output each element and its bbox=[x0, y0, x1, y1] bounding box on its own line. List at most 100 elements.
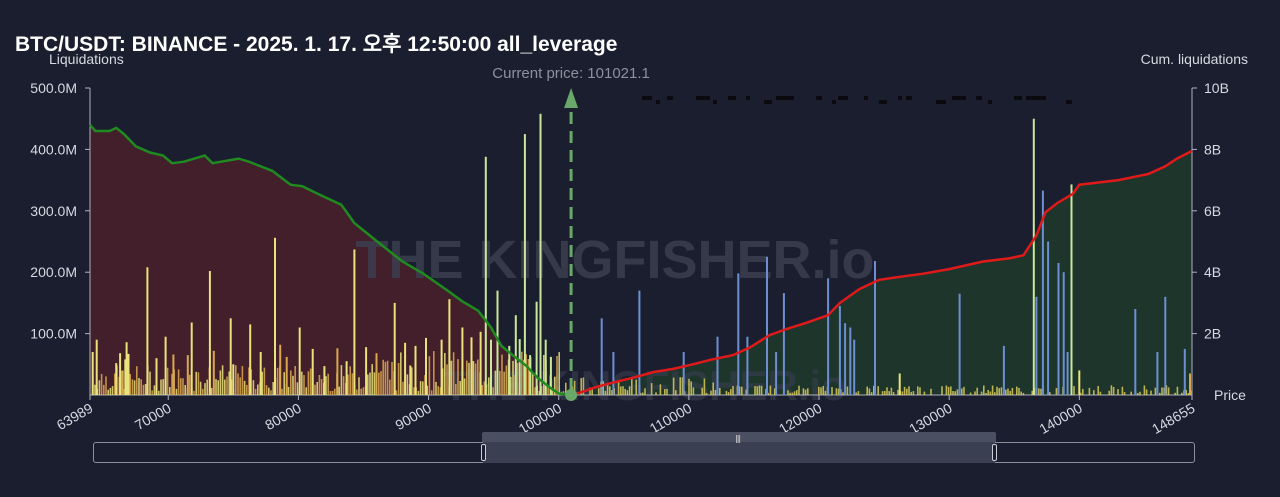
liquidation-bar-small bbox=[219, 370, 222, 395]
liquidation-bar-small bbox=[133, 380, 136, 395]
liquidation-bar-small bbox=[628, 386, 631, 395]
liquidation-bar bbox=[190, 322, 193, 395]
liquidation-bar bbox=[1078, 370, 1081, 395]
liquidation-bar-small bbox=[263, 367, 266, 395]
liquidation-bar-small bbox=[681, 377, 684, 395]
legend-redacted-mark bbox=[936, 100, 946, 104]
liquidation-bar-small bbox=[969, 392, 972, 395]
liquidation-bar bbox=[1047, 241, 1050, 395]
liquidation-bar-small bbox=[287, 386, 290, 395]
liquidation-bar-small bbox=[787, 390, 789, 395]
liquidation-bar-small bbox=[243, 380, 246, 395]
liquidation-bar-small bbox=[1165, 385, 1168, 395]
liquidation-bar bbox=[874, 261, 876, 395]
liquidation-bar-small bbox=[732, 386, 734, 395]
liquidation-bar bbox=[716, 336, 719, 395]
liquidation-bar-small bbox=[745, 389, 747, 395]
liquidation-bar-small bbox=[659, 384, 662, 395]
range-slider-drag-bar[interactable] bbox=[482, 432, 996, 442]
liquidation-bar-small bbox=[162, 379, 164, 395]
liquidation-bar-small bbox=[1079, 392, 1082, 395]
liquidation-bar-small bbox=[910, 391, 912, 395]
liquidation-bar-small bbox=[109, 387, 112, 395]
liquidation-bar-small bbox=[472, 361, 475, 395]
liquidation-bar-small bbox=[400, 352, 402, 395]
liquidation-bar-small bbox=[327, 373, 329, 395]
legend-redacted-mark bbox=[728, 96, 736, 100]
liquidation-bar bbox=[775, 352, 778, 395]
liquidation-bar-small bbox=[292, 375, 294, 395]
liquidation-bar-small bbox=[358, 377, 360, 395]
liquidation-bar-small bbox=[980, 391, 983, 395]
liquidation-bar-small bbox=[237, 373, 239, 395]
liquidation-bar-small bbox=[1108, 390, 1110, 395]
liquidation-bar-small bbox=[903, 386, 906, 395]
liquidation-bar bbox=[490, 339, 492, 395]
liquidation-bar-small bbox=[182, 378, 184, 395]
liquidation-bar-small bbox=[338, 386, 340, 395]
liquidation-bar-small bbox=[725, 390, 728, 395]
liquidation-bar-small bbox=[1016, 386, 1018, 395]
range-slider-right-handle[interactable] bbox=[992, 444, 997, 461]
liquidation-bar-small bbox=[160, 379, 162, 395]
liquidation-bar-small bbox=[347, 374, 349, 395]
liquidation-bar bbox=[404, 342, 407, 395]
liquidation-bar-small bbox=[534, 387, 536, 395]
liquidation-bar-small bbox=[1011, 387, 1014, 395]
range-slider-window[interactable] bbox=[483, 442, 995, 463]
liquidation-bar-small bbox=[824, 390, 827, 395]
range-slider-left-handle[interactable] bbox=[481, 444, 486, 461]
liquidation-bar-small bbox=[426, 385, 428, 395]
legend-redacted-mark bbox=[898, 96, 902, 100]
liquidation-bar-small bbox=[505, 365, 508, 395]
liquidation-bar bbox=[682, 352, 685, 395]
liquidation-bar-small bbox=[158, 390, 160, 395]
liquidation-bar-small bbox=[1049, 392, 1051, 395]
liquidation-bar-small bbox=[1161, 387, 1163, 395]
liquidation-bar-small bbox=[307, 371, 310, 395]
liquidation-bar-small bbox=[1088, 387, 1091, 395]
liquidation-bar-small bbox=[1121, 386, 1124, 395]
liquidation-bar bbox=[523, 134, 526, 395]
liquidation-bar-small bbox=[356, 389, 358, 395]
liquidation-bar-small bbox=[802, 388, 805, 395]
liquidation-bar-small bbox=[558, 352, 560, 395]
liquidation-bar-small bbox=[1181, 392, 1183, 395]
liquidation-bar-small bbox=[105, 376, 107, 395]
liquidation-bar-small bbox=[1000, 387, 1003, 395]
liquidation-bar-small bbox=[532, 372, 534, 395]
liquidation-bar-small bbox=[402, 381, 404, 395]
liquidation-bar bbox=[827, 278, 830, 395]
liquidation-bar-small bbox=[950, 386, 952, 395]
liquidation-bar-small bbox=[591, 387, 593, 395]
liquidation-bar-small bbox=[923, 391, 926, 395]
liquidation-bar-small bbox=[136, 366, 138, 395]
liquidation-bar-small bbox=[635, 379, 637, 395]
liquidation-bar-small bbox=[435, 381, 437, 395]
liquidation-bar-small bbox=[411, 367, 413, 395]
liquidation-bar-small bbox=[985, 393, 987, 395]
liquidation-bar bbox=[298, 327, 301, 395]
liquidation-bar-small bbox=[1130, 391, 1132, 395]
liquidation-bar-small bbox=[846, 386, 849, 395]
liquidation-bar bbox=[549, 356, 552, 395]
liquidation-bar-small bbox=[215, 379, 217, 395]
liquidation-bar-small bbox=[303, 375, 305, 395]
liquidation-bar-small bbox=[881, 391, 884, 395]
liquidation-bar-small bbox=[305, 387, 307, 395]
liquidation-bar-small bbox=[257, 384, 259, 395]
x-axis-title: Price bbox=[1214, 387, 1246, 403]
liquidation-bar-small bbox=[930, 388, 932, 395]
y-tick-label-left: 200.0M bbox=[30, 264, 77, 280]
liquidation-bar-small bbox=[455, 384, 457, 395]
liquidation-bar-small bbox=[417, 390, 420, 395]
liquidation-bar-small bbox=[906, 388, 908, 395]
liquidation-bar-small bbox=[919, 387, 921, 395]
liquidation-bar-small bbox=[241, 366, 244, 395]
liquidation-bar-small bbox=[1112, 387, 1115, 395]
liquidation-bar-small bbox=[1005, 389, 1007, 395]
legend-redacted-mark bbox=[667, 96, 673, 100]
liquidation-bar-small bbox=[320, 379, 323, 395]
liquidation-bar-small bbox=[468, 362, 470, 395]
liquidation-bar-small bbox=[703, 378, 706, 395]
